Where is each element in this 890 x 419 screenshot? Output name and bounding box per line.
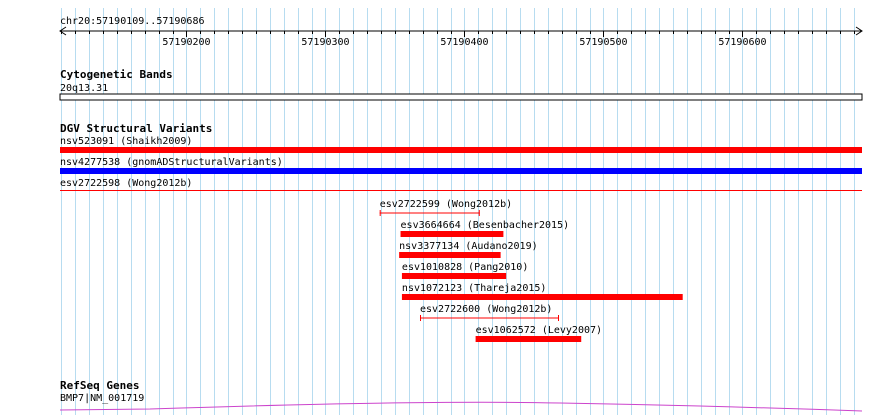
dgv-feature-label[interactable]: esv3664664 (Besenbacher2015) — [401, 220, 570, 231]
cytoband-label[interactable]: 20q13.31 — [60, 83, 108, 94]
refseq-track: RefSeq Genes BMP7|NM_001719 — [59, 379, 863, 412]
dgv-feature-bar[interactable] — [401, 294, 683, 300]
ruler-tick-label: 57190500 — [579, 37, 627, 48]
dgv-feature-bar[interactable] — [475, 336, 582, 342]
dgv-feature-label[interactable]: nsv523091 (Shaikh2009) — [60, 136, 192, 147]
dgv-feature-label[interactable]: nsv1072123 (Thareja2015) — [402, 283, 547, 294]
ruler-tick-label: 57190200 — [162, 37, 210, 48]
refseq-track-title: RefSeq Genes — [60, 379, 139, 392]
ruler-ticks — [61, 31, 855, 37]
ruler-track: chr20:57190109..57190686 57190200 571903… — [59, 16, 863, 48]
dgv-track: DGV Structural Variants nsv523091 (Shaik… — [60, 122, 862, 342]
dgv-feature-label[interactable]: nsv3377134 (Audano2019) — [399, 241, 537, 252]
dgv-feature-bar[interactable] — [399, 252, 501, 258]
dgv-feature-line[interactable] — [419, 315, 559, 321]
grid-lines — [61, 8, 855, 415]
cytoband-track-title: Cytogenetic Bands — [60, 68, 173, 81]
refseq-gene-label[interactable]: BMP7|NM_001719 — [60, 393, 144, 404]
ruler-tick-label: 57190600 — [718, 37, 766, 48]
dgv-feature-line[interactable] — [379, 210, 480, 216]
dgv-feature-label[interactable]: esv1010828 (Pang2010) — [402, 262, 528, 273]
ruler-right-arrow-icon[interactable] — [855, 26, 863, 36]
dgv-feature-stack: esv2722599 (Wong2012b) esv3664664 (Besen… — [379, 199, 683, 342]
dgv-feature-bar[interactable] — [400, 231, 504, 237]
dgv-feature-bar[interactable] — [60, 190, 862, 191]
ruler-location: chr20:57190109..57190686 — [60, 16, 205, 27]
dgv-track-title: DGV Structural Variants — [60, 122, 212, 135]
ruler-tick-label: 57190300 — [301, 37, 349, 48]
dgv-feature-bar[interactable] — [60, 168, 862, 174]
ruler-tick-label: 57190400 — [440, 37, 488, 48]
cytoband-track: Cytogenetic Bands 20q13.31 — [59, 68, 863, 101]
dgv-feature-bar[interactable] — [60, 147, 862, 153]
dgv-feature-label[interactable]: esv2722600 (Wong2012b) — [420, 304, 552, 315]
dgv-feature-label[interactable]: nsv4277538 (gnomADStructuralVariants) — [60, 157, 283, 168]
cytoband-bar[interactable] — [59, 93, 863, 101]
refseq-gene-line[interactable] — [59, 401, 863, 412]
dgv-feature-bar[interactable] — [401, 273, 507, 279]
dgv-feature-label[interactable]: esv2722598 (Wong2012b) — [60, 178, 192, 189]
dgv-feature-label[interactable]: esv1062572 (Levy2007) — [476, 325, 602, 336]
dgv-feature-label[interactable]: esv2722599 (Wong2012b) — [380, 199, 512, 210]
ruler-tick-labels: 57190200 57190300 57190400 57190500 5719… — [162, 37, 766, 48]
ruler-left-arrow-icon[interactable] — [59, 26, 67, 36]
